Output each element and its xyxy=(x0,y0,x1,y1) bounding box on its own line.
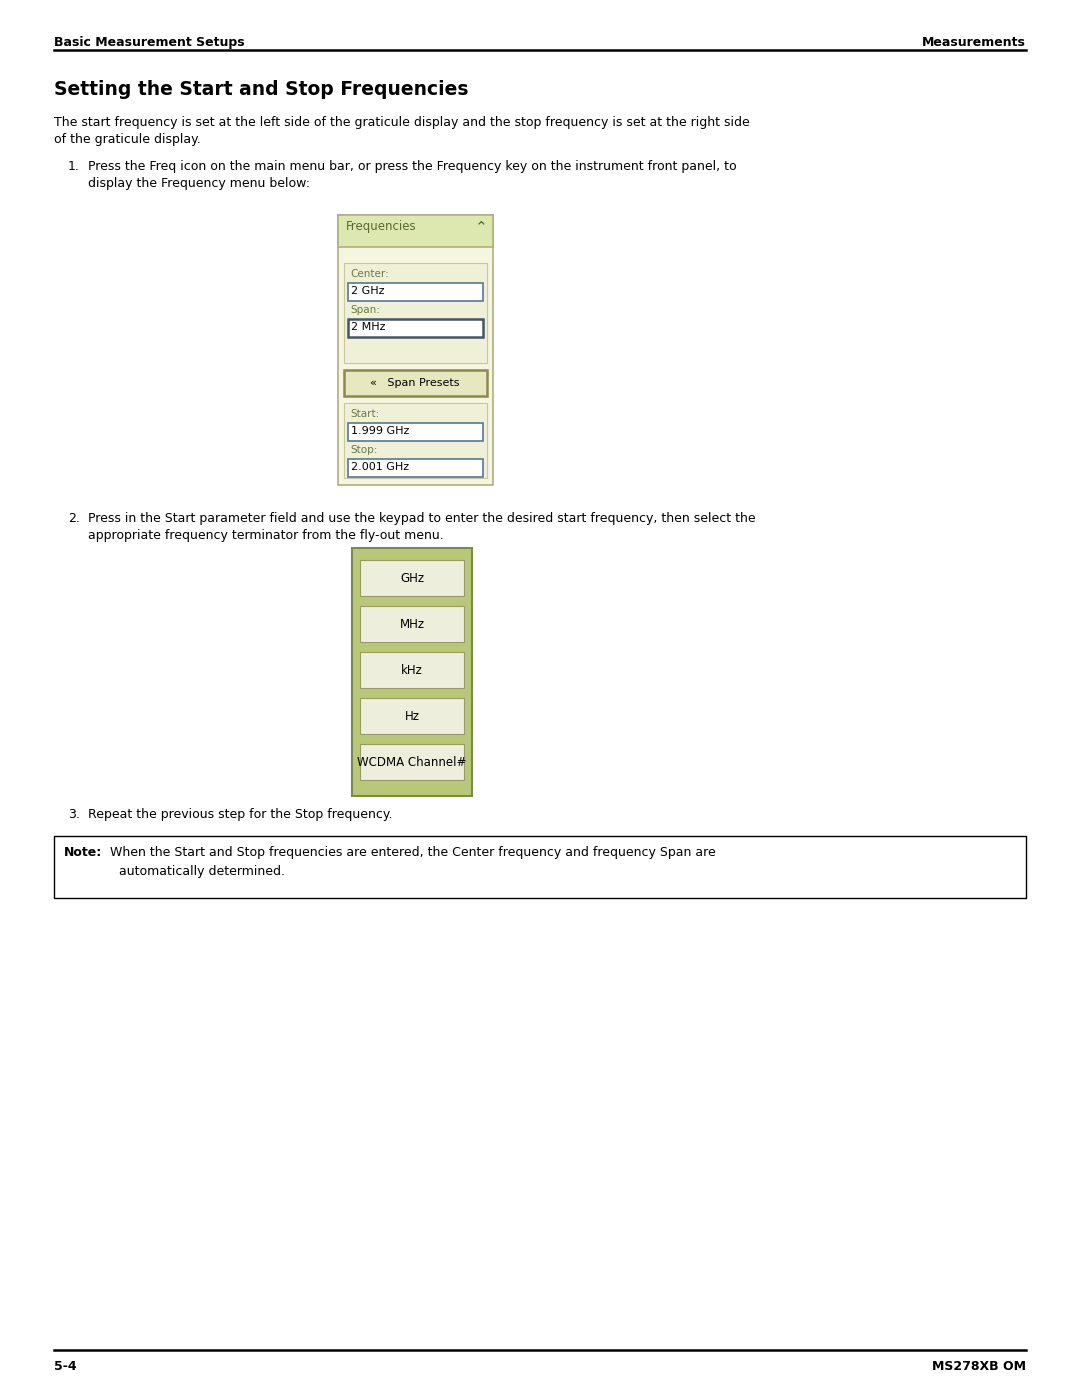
Bar xyxy=(338,215,492,485)
Text: 2 MHz: 2 MHz xyxy=(351,321,386,332)
Text: Measurements: Measurements xyxy=(922,36,1026,49)
Text: When the Start and Stop frequencies are entered, the Center frequency and freque: When the Start and Stop frequencies are … xyxy=(106,847,716,859)
Text: 2.001 GHz: 2.001 GHz xyxy=(351,462,409,472)
Bar xyxy=(345,402,487,478)
Text: Press the Freq icon on the main menu bar, or press the Frequency key on the inst: Press the Freq icon on the main menu bar… xyxy=(87,161,737,173)
Bar xyxy=(54,835,1026,898)
Bar xyxy=(360,606,464,643)
Bar xyxy=(352,548,472,796)
Text: of the graticule display.: of the graticule display. xyxy=(54,133,201,147)
Text: 2.: 2. xyxy=(68,511,80,525)
Text: «   Span Presets: « Span Presets xyxy=(370,379,460,388)
Text: Stop:: Stop: xyxy=(350,446,377,455)
Text: Center:: Center: xyxy=(350,270,389,279)
Bar xyxy=(360,745,464,780)
Bar xyxy=(345,370,487,395)
Text: Setting the Start and Stop Frequencies: Setting the Start and Stop Frequencies xyxy=(54,80,469,99)
Text: MS278XB OM: MS278XB OM xyxy=(932,1361,1026,1373)
Bar xyxy=(360,652,464,687)
Bar xyxy=(348,319,483,337)
Text: 1.: 1. xyxy=(68,161,80,173)
Bar xyxy=(360,698,464,733)
Text: Frequencies: Frequencies xyxy=(346,219,417,233)
Text: The start frequency is set at the left side of the graticule display and the sto: The start frequency is set at the left s… xyxy=(54,116,750,129)
Text: Note:: Note: xyxy=(64,847,103,859)
Bar xyxy=(348,423,483,441)
Text: Basic Measurement Setups: Basic Measurement Setups xyxy=(54,36,245,49)
Text: Repeat the previous step for the Stop frequency.: Repeat the previous step for the Stop fr… xyxy=(87,807,392,821)
Text: MHz: MHz xyxy=(400,617,424,630)
Bar xyxy=(348,460,483,476)
Text: Start:: Start: xyxy=(350,409,379,419)
Text: 5-4: 5-4 xyxy=(54,1361,77,1373)
Text: GHz: GHz xyxy=(400,571,424,584)
Text: display the Frequency menu below:: display the Frequency menu below: xyxy=(87,177,310,190)
Text: automatically determined.: automatically determined. xyxy=(119,865,285,877)
Bar xyxy=(338,215,492,247)
Bar xyxy=(360,560,464,597)
Bar xyxy=(345,263,487,363)
Text: Hz: Hz xyxy=(405,710,419,722)
Text: Press in the Start parameter field and use the keypad to enter the desired start: Press in the Start parameter field and u… xyxy=(87,511,756,525)
Bar xyxy=(348,284,483,300)
Text: 1.999 GHz: 1.999 GHz xyxy=(351,426,409,436)
Text: kHz: kHz xyxy=(401,664,423,676)
Text: 2 GHz: 2 GHz xyxy=(351,286,384,296)
Text: appropriate frequency terminator from the fly-out menu.: appropriate frequency terminator from th… xyxy=(87,529,444,542)
Text: Span:: Span: xyxy=(350,305,380,314)
Text: ⌃: ⌃ xyxy=(475,219,488,235)
Text: WCDMA Channel#: WCDMA Channel# xyxy=(357,756,467,768)
Text: 3.: 3. xyxy=(68,807,80,821)
